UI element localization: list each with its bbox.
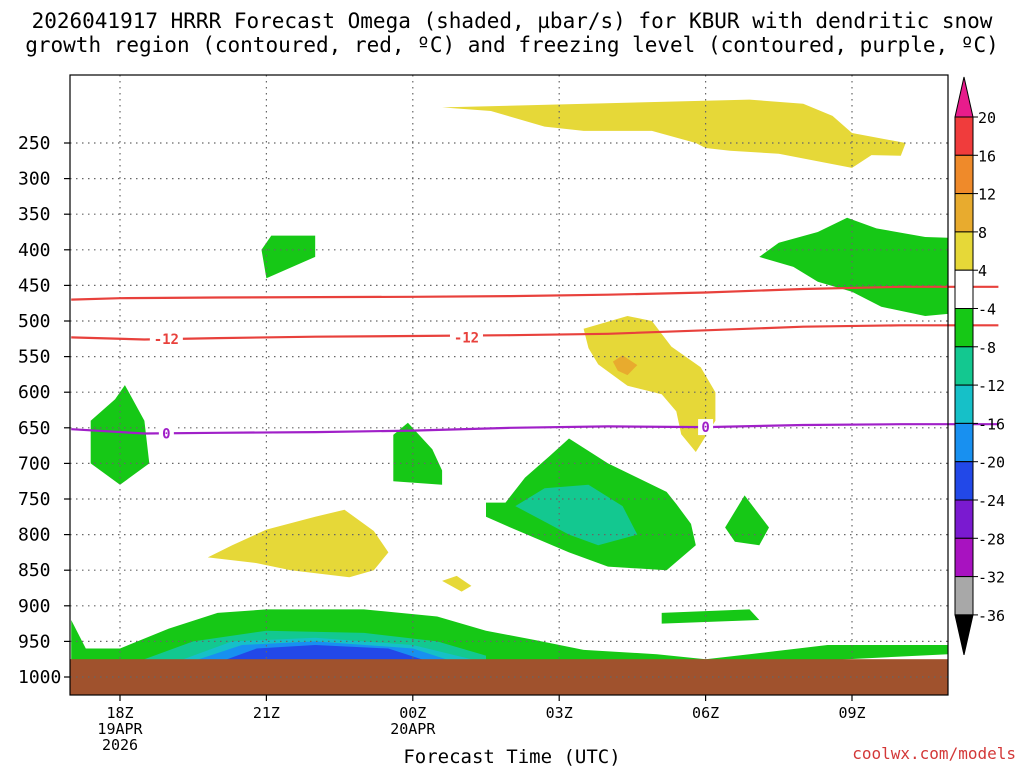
temperature-contour-1 <box>71 324 999 341</box>
colorbar-bin-7 <box>954 346 974 386</box>
x-tick-label-27-0: 03Z <box>546 704 573 722</box>
omega-region-6 <box>759 217 948 316</box>
freezing-contour-label-2-bg <box>158 425 174 442</box>
x-tick-label-18-2: 2026 <box>102 736 138 754</box>
colorbar-bin-5 <box>954 269 974 310</box>
colorbar-bin-1 <box>954 116 974 156</box>
temperature-contour-label-1: -12 <box>154 332 179 348</box>
x-tick-label-18-1: 19APR <box>97 720 143 738</box>
y-tick-label-500: 500 <box>18 311 51 332</box>
colorbar-bin-10 <box>954 461 974 501</box>
colorbar-bin-13 <box>954 576 974 616</box>
temperature-contour-label-1-bg <box>149 330 183 347</box>
colorbar-label-1: 16 <box>978 147 996 165</box>
y-tick-label-400: 400 <box>18 240 51 261</box>
axes: 250 300 350 400 450 500 550 600 650 700 750 800 850 9… <box>18 74 949 754</box>
y-tick-label-850: 850 <box>18 560 51 581</box>
y-tick-label-900: 900 <box>18 596 51 617</box>
y-tick-label-800: 800 <box>18 525 51 546</box>
colorbar-label-7: -12 <box>978 377 1005 395</box>
chart-title-line-1: 2026041917 HRRR Forecast Omega (shaded, … <box>31 9 993 33</box>
omega-region-8 <box>393 422 443 485</box>
x-tick-label-30-0: 06Z <box>692 704 719 722</box>
colorbar: 20 16 12 8 4 -4 -8 -12 -16 -20 -24 -28 -32 -36 <box>954 76 1005 656</box>
x-tick-label-24-0: 00Z <box>399 704 426 722</box>
contour-lines: -12 0 -12 0 <box>71 285 999 442</box>
colorbar-label-8: -16 <box>978 415 1005 433</box>
y-tick-label-650: 650 <box>18 418 51 439</box>
shaded-regions <box>71 99 948 670</box>
colorbar-label-4: 4 <box>978 262 987 280</box>
y-tick-label-700: 700 <box>18 453 51 474</box>
freezing-contour-label-extra-1-bg <box>698 419 714 436</box>
colorbar-bin-9 <box>954 422 974 463</box>
freezing-contour-label-2: 0 <box>162 426 170 442</box>
colorbar-label-11: -28 <box>978 530 1005 548</box>
x-tick-label-24-1: 20APR <box>390 720 436 738</box>
y-tick-label-300: 300 <box>18 169 51 190</box>
omega-region-2 <box>612 355 638 376</box>
temperature-contour-label-extra-0: -12 <box>454 330 479 346</box>
omega-region-10 <box>515 484 638 546</box>
omega-region-5 <box>261 235 316 279</box>
colorbar-bin-8 <box>954 384 974 424</box>
colorbar-label-13: -36 <box>978 607 1005 625</box>
freezing-contour-2 <box>71 423 999 435</box>
colorbar-label-2: 12 <box>978 186 996 204</box>
omega-region-0 <box>442 99 906 168</box>
colorbar-arrow-bottom <box>954 614 974 656</box>
y-tick-label-1000: 1000 <box>18 667 61 688</box>
y-tick-label-550: 550 <box>18 347 51 368</box>
plot-frame <box>69 74 949 696</box>
omega-region-11 <box>725 495 769 546</box>
omega-region-7 <box>90 385 150 485</box>
y-tick-label-350: 350 <box>18 204 51 225</box>
colorbar-bin-2 <box>954 154 974 195</box>
colorbar-label-6: -8 <box>978 339 996 357</box>
temperature-contour-label-extra-0-bg <box>449 329 483 346</box>
y-tick-label-950: 950 <box>18 631 51 652</box>
x-axis-label: Forecast Time (UTC) <box>403 746 621 768</box>
freezing-contour-label-extra-1: 0 <box>701 420 709 436</box>
credit-link[interactable]: coolwx.com/models <box>852 744 1016 763</box>
colorbar-label-5: -4 <box>978 301 996 319</box>
y-tick-label-600: 600 <box>18 382 51 403</box>
y-tick-label-250: 250 <box>18 133 51 154</box>
colorbar-label-9: -20 <box>978 454 1005 472</box>
colorbar-arrow-top <box>954 76 974 118</box>
colorbar-label-0: 20 <box>978 109 996 127</box>
colorbar-bin-4 <box>954 231 974 271</box>
omega-region-1 <box>583 316 716 452</box>
colorbar-bin-3 <box>954 193 974 233</box>
colorbar-bin-11 <box>954 499 974 539</box>
colorbar-label-10: -24 <box>978 492 1005 510</box>
x-tick-label-21-0: 21Z <box>253 704 280 722</box>
colorbar-label-3: 8 <box>978 224 987 242</box>
colorbar-bin-12 <box>954 537 974 578</box>
grid-lines <box>70 75 948 678</box>
y-tick-label-750: 750 <box>18 489 51 510</box>
x-tick-label-33-0: 09Z <box>838 704 865 722</box>
x-tick-label-18-0: 18Z <box>106 704 133 722</box>
omega-region-3 <box>207 509 389 578</box>
colorbar-bin-6 <box>954 308 974 348</box>
y-tick-label-450: 450 <box>18 275 51 296</box>
omega-region-4 <box>442 575 472 592</box>
omega-region-13 <box>661 609 760 624</box>
colorbar-label-12: -32 <box>978 569 1005 587</box>
chart-title-line-2: growth region (contoured, red, ºC) and f… <box>25 33 999 57</box>
temperature-contour-0 <box>71 285 999 301</box>
